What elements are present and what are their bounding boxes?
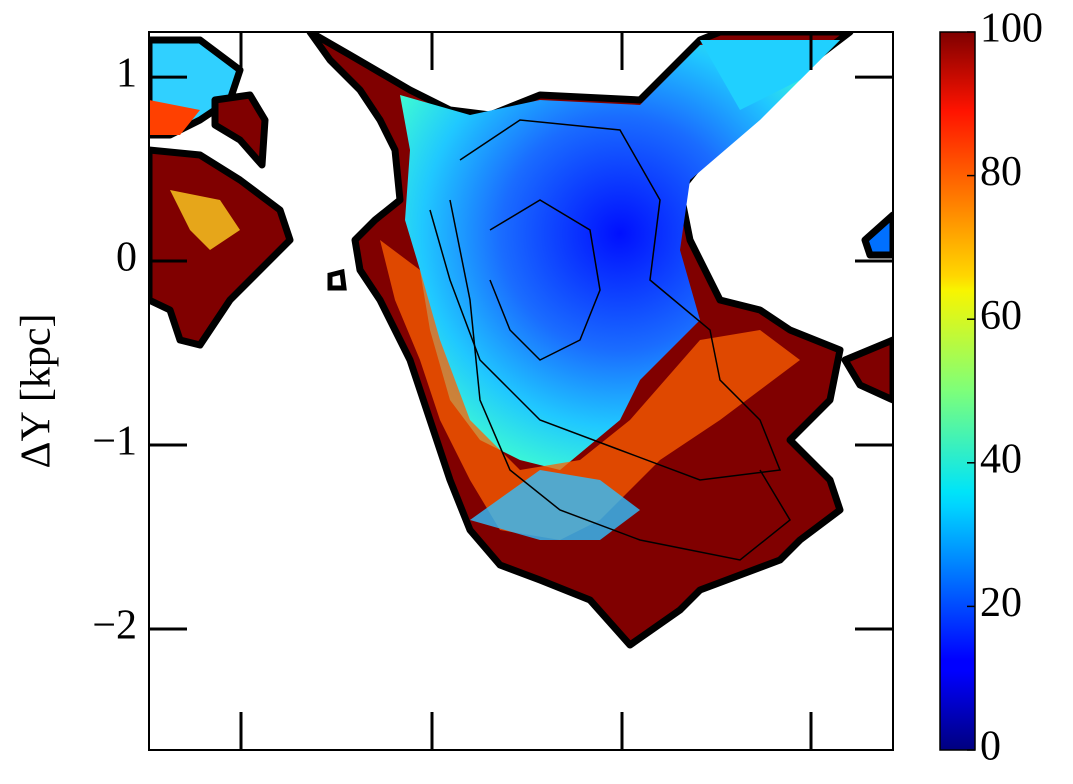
plot-frame xyxy=(148,31,894,751)
y-tick-label: 0 xyxy=(116,235,137,281)
y-tick-label: −2 xyxy=(92,603,137,649)
y-tick-label: −1 xyxy=(92,419,137,465)
y-tick-label: 1 xyxy=(116,51,137,97)
colorbar-tick-label: 80 xyxy=(980,149,1022,195)
x-ticks xyxy=(239,32,813,750)
map-field xyxy=(149,32,893,649)
colorbar xyxy=(939,31,976,751)
colorbar-tick-label: 100 xyxy=(980,6,1043,52)
y-axis-label: ΔY [kpc] xyxy=(14,314,60,469)
colorbar-tick-label: 60 xyxy=(980,293,1022,339)
colorbar-tick-label: 0 xyxy=(980,724,1001,770)
colorbar-tick-label: 20 xyxy=(980,580,1022,626)
colorbar-tick-label: 40 xyxy=(980,436,1022,482)
